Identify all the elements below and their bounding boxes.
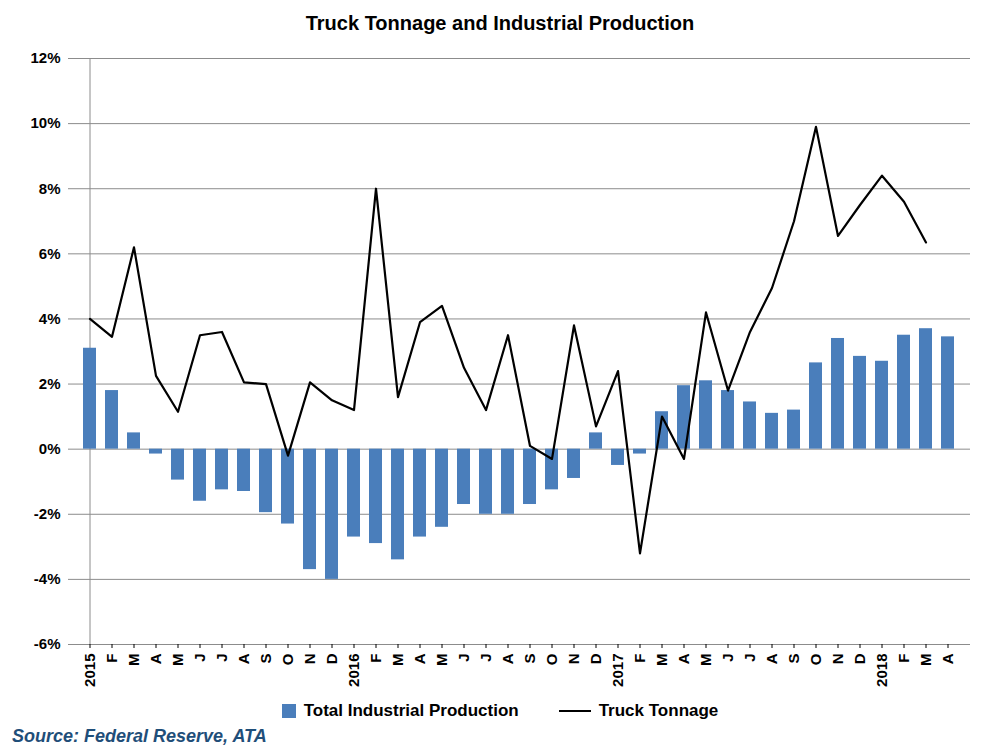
svg-text:J: J — [213, 654, 230, 662]
svg-text:A: A — [411, 653, 428, 664]
svg-text:N: N — [565, 654, 582, 665]
svg-text:O: O — [807, 653, 824, 665]
html-text:Source: Federal Reserve, ATA: Source: Federal Reserve, ATA — [12, 726, 267, 746]
svg-text:A: A — [499, 653, 516, 664]
svg-text:A: A — [939, 653, 956, 664]
svg-text:-2%: -2% — [34, 505, 61, 522]
svg-text:6%: 6% — [39, 245, 61, 262]
svg-text:M: M — [169, 654, 186, 667]
svg-text:4%: 4% — [39, 310, 61, 327]
html-text:Truck Tonnage and Industrial P: Truck Tonnage and Industrial Production — [305, 12, 695, 34]
svg-text:2015: 2015 — [81, 654, 98, 687]
svg-text:J: J — [477, 654, 494, 662]
svg-text:J: J — [455, 654, 472, 662]
svg-text:2016: 2016 — [345, 654, 362, 687]
svg-text:M: M — [389, 654, 406, 667]
svg-text:M: M — [125, 654, 142, 667]
svg-text:10%: 10% — [30, 114, 60, 131]
svg-text:F: F — [103, 654, 120, 663]
svg-text:2017: 2017 — [609, 654, 626, 687]
svg-text:J: J — [719, 654, 736, 662]
svg-text:S: S — [785, 654, 802, 664]
svg-text:0%: 0% — [39, 440, 61, 457]
svg-text:D: D — [851, 653, 868, 664]
svg-text:2018: 2018 — [873, 654, 890, 687]
svg-text:F: F — [895, 654, 912, 663]
svg-text:D: D — [323, 653, 340, 664]
html-text:Truck Tonnage: Truck Tonnage — [598, 701, 719, 720]
svg-text:J: J — [741, 654, 758, 662]
svg-text:-4%: -4% — [34, 570, 61, 587]
svg-text:8%: 8% — [39, 180, 61, 197]
svg-text:2%: 2% — [39, 375, 61, 392]
svg-text:J: J — [191, 654, 208, 662]
svg-text:O: O — [543, 653, 560, 665]
svg-text:A: A — [235, 653, 252, 664]
html-text:Total Industrial Production: Total Industrial Production — [303, 701, 519, 720]
svg-text:A: A — [675, 653, 692, 664]
svg-text:A: A — [763, 653, 780, 664]
svg-text:N: N — [829, 654, 846, 665]
svg-text:S: S — [521, 654, 538, 664]
svg-text:M: M — [433, 654, 450, 667]
svg-text:M: M — [653, 654, 670, 667]
svg-text:F: F — [367, 654, 384, 663]
svg-text:M: M — [917, 654, 934, 667]
svg-text:N: N — [301, 654, 318, 665]
svg-text:O: O — [279, 653, 296, 665]
svg-text:S: S — [257, 654, 274, 664]
svg-text:A: A — [147, 653, 164, 664]
svg-text:-6%: -6% — [34, 635, 61, 652]
svg-text:12%: 12% — [30, 49, 60, 66]
svg-text:D: D — [587, 653, 604, 664]
svg-text:M: M — [697, 654, 714, 667]
svg-text:F: F — [631, 654, 648, 663]
